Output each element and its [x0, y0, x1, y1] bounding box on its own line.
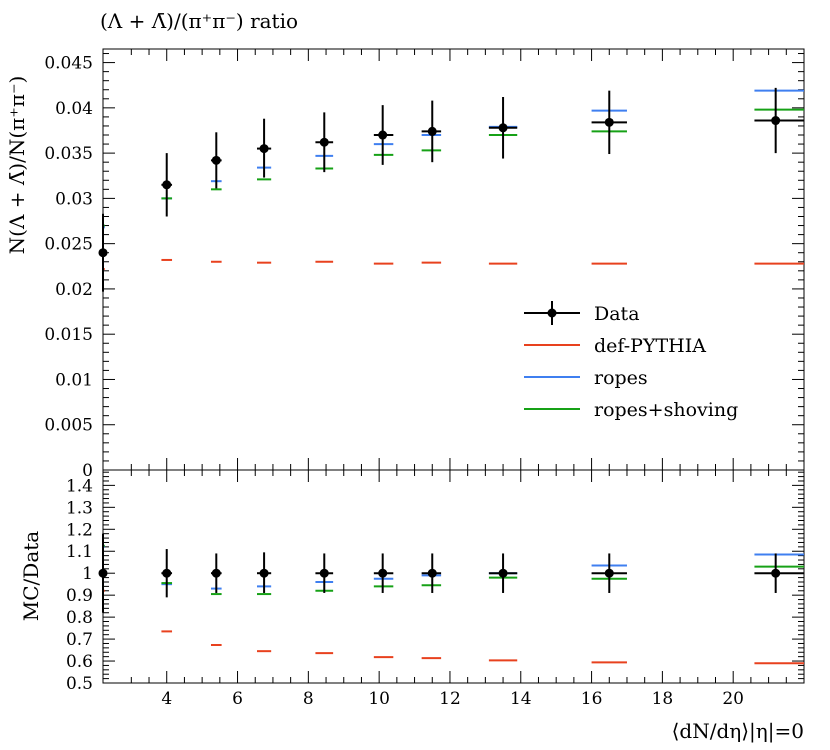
legend-marker-data: [547, 308, 557, 318]
ratio-y-axis-label: MC/Data: [19, 531, 43, 622]
main-y-tick-label: 0.005: [44, 416, 93, 436]
x-tick-label: 4: [161, 689, 172, 709]
ratio-data-point: [771, 568, 781, 578]
main-y-tick-label: 0.015: [44, 325, 93, 345]
x-tick-label: 18: [652, 689, 674, 709]
main-y-axis-label: N(Λ + Λ̄)/N(π⁺π⁻): [5, 76, 29, 255]
main-data-point: [771, 116, 781, 126]
legend: Data def-PYTHIA ropes ropes+shoving: [524, 301, 738, 421]
ratio-y-tick-label: 0.5: [66, 674, 93, 694]
main-y-tick-label: 0.04: [55, 99, 93, 119]
ratio-y-tick-label: 1.4: [66, 476, 93, 496]
main-data-point: [98, 248, 108, 258]
legend-label-data: Data: [594, 303, 640, 325]
ratio-data-point: [378, 568, 388, 578]
ratio-y-tick-label: 1.1: [66, 542, 93, 562]
ratio-y-tick-label: 1.3: [66, 498, 93, 518]
main-y-tick-label: 0.01: [55, 370, 93, 390]
main-y-tick-label: 0: [82, 461, 93, 481]
legend-label-ropes: ropes: [594, 367, 648, 389]
main-data-point: [211, 155, 221, 165]
ratio-y-tick-label: 0.6: [66, 652, 93, 672]
ratio-panel: 4 6 8 10 12 14 16 18 20 0.50.60.70.80.911.11.21.3…: [66, 469, 805, 709]
ratio-data-point: [498, 568, 508, 578]
main-y-tick-label: 0.02: [55, 280, 93, 300]
main-data-point: [378, 130, 388, 140]
ratio-data-point: [162, 568, 172, 578]
x-tick-label: 16: [581, 689, 603, 709]
x-tick-label: 8: [303, 689, 314, 709]
ratio-data-point: [604, 568, 614, 578]
x-tick-label: 10: [368, 689, 390, 709]
ratio-y-tick-label: 0.7: [66, 630, 93, 650]
main-data-point: [498, 123, 508, 133]
main-y-tick-label: 0.025: [44, 235, 93, 255]
ratio-data-point: [211, 568, 221, 578]
ratio-y-tick-label: 0.8: [66, 608, 93, 628]
ratio-y-tick-label: 1: [82, 564, 93, 584]
legend-label-ropes-shoving: ropes+shoving: [594, 399, 738, 421]
ratio-y-tick-label: 0.9: [66, 586, 93, 606]
x-tick-label: 6: [232, 689, 243, 709]
x-axis-label: ⟨dN/dη⟩|η|=0: [672, 719, 804, 744]
main-y-tick-label: 0.045: [44, 54, 93, 74]
main-data-point: [604, 117, 614, 127]
main-panel: 0 0.005 0.01 0.015 0.02 0.025 0.03 0.035 0.04 0.0…: [44, 48, 805, 481]
chart-title: (Λ + Λ̄)/(π⁺π⁻) ratio: [100, 9, 298, 33]
ratio-y-tick-label: 1.2: [66, 520, 93, 540]
x-tick-label: 20: [722, 689, 744, 709]
main-y-tick-label: 0.03: [55, 189, 93, 209]
ratio-data-point: [319, 568, 329, 578]
legend-label-def-pythia: def-PYTHIA: [594, 335, 706, 357]
x-tick-label: 14: [510, 689, 532, 709]
ratio-data-point: [98, 568, 108, 578]
ratio-data-point: [427, 568, 437, 578]
main-data-point: [259, 144, 269, 154]
main-data-point: [427, 126, 437, 136]
main-y-tick-label: 0.035: [44, 144, 93, 164]
main-data-point: [162, 180, 172, 190]
main-data-point: [319, 137, 329, 147]
ratio-data-point: [259, 568, 269, 578]
x-tick-label: 12: [439, 689, 461, 709]
ratio-plot-frame: [102, 469, 805, 684]
